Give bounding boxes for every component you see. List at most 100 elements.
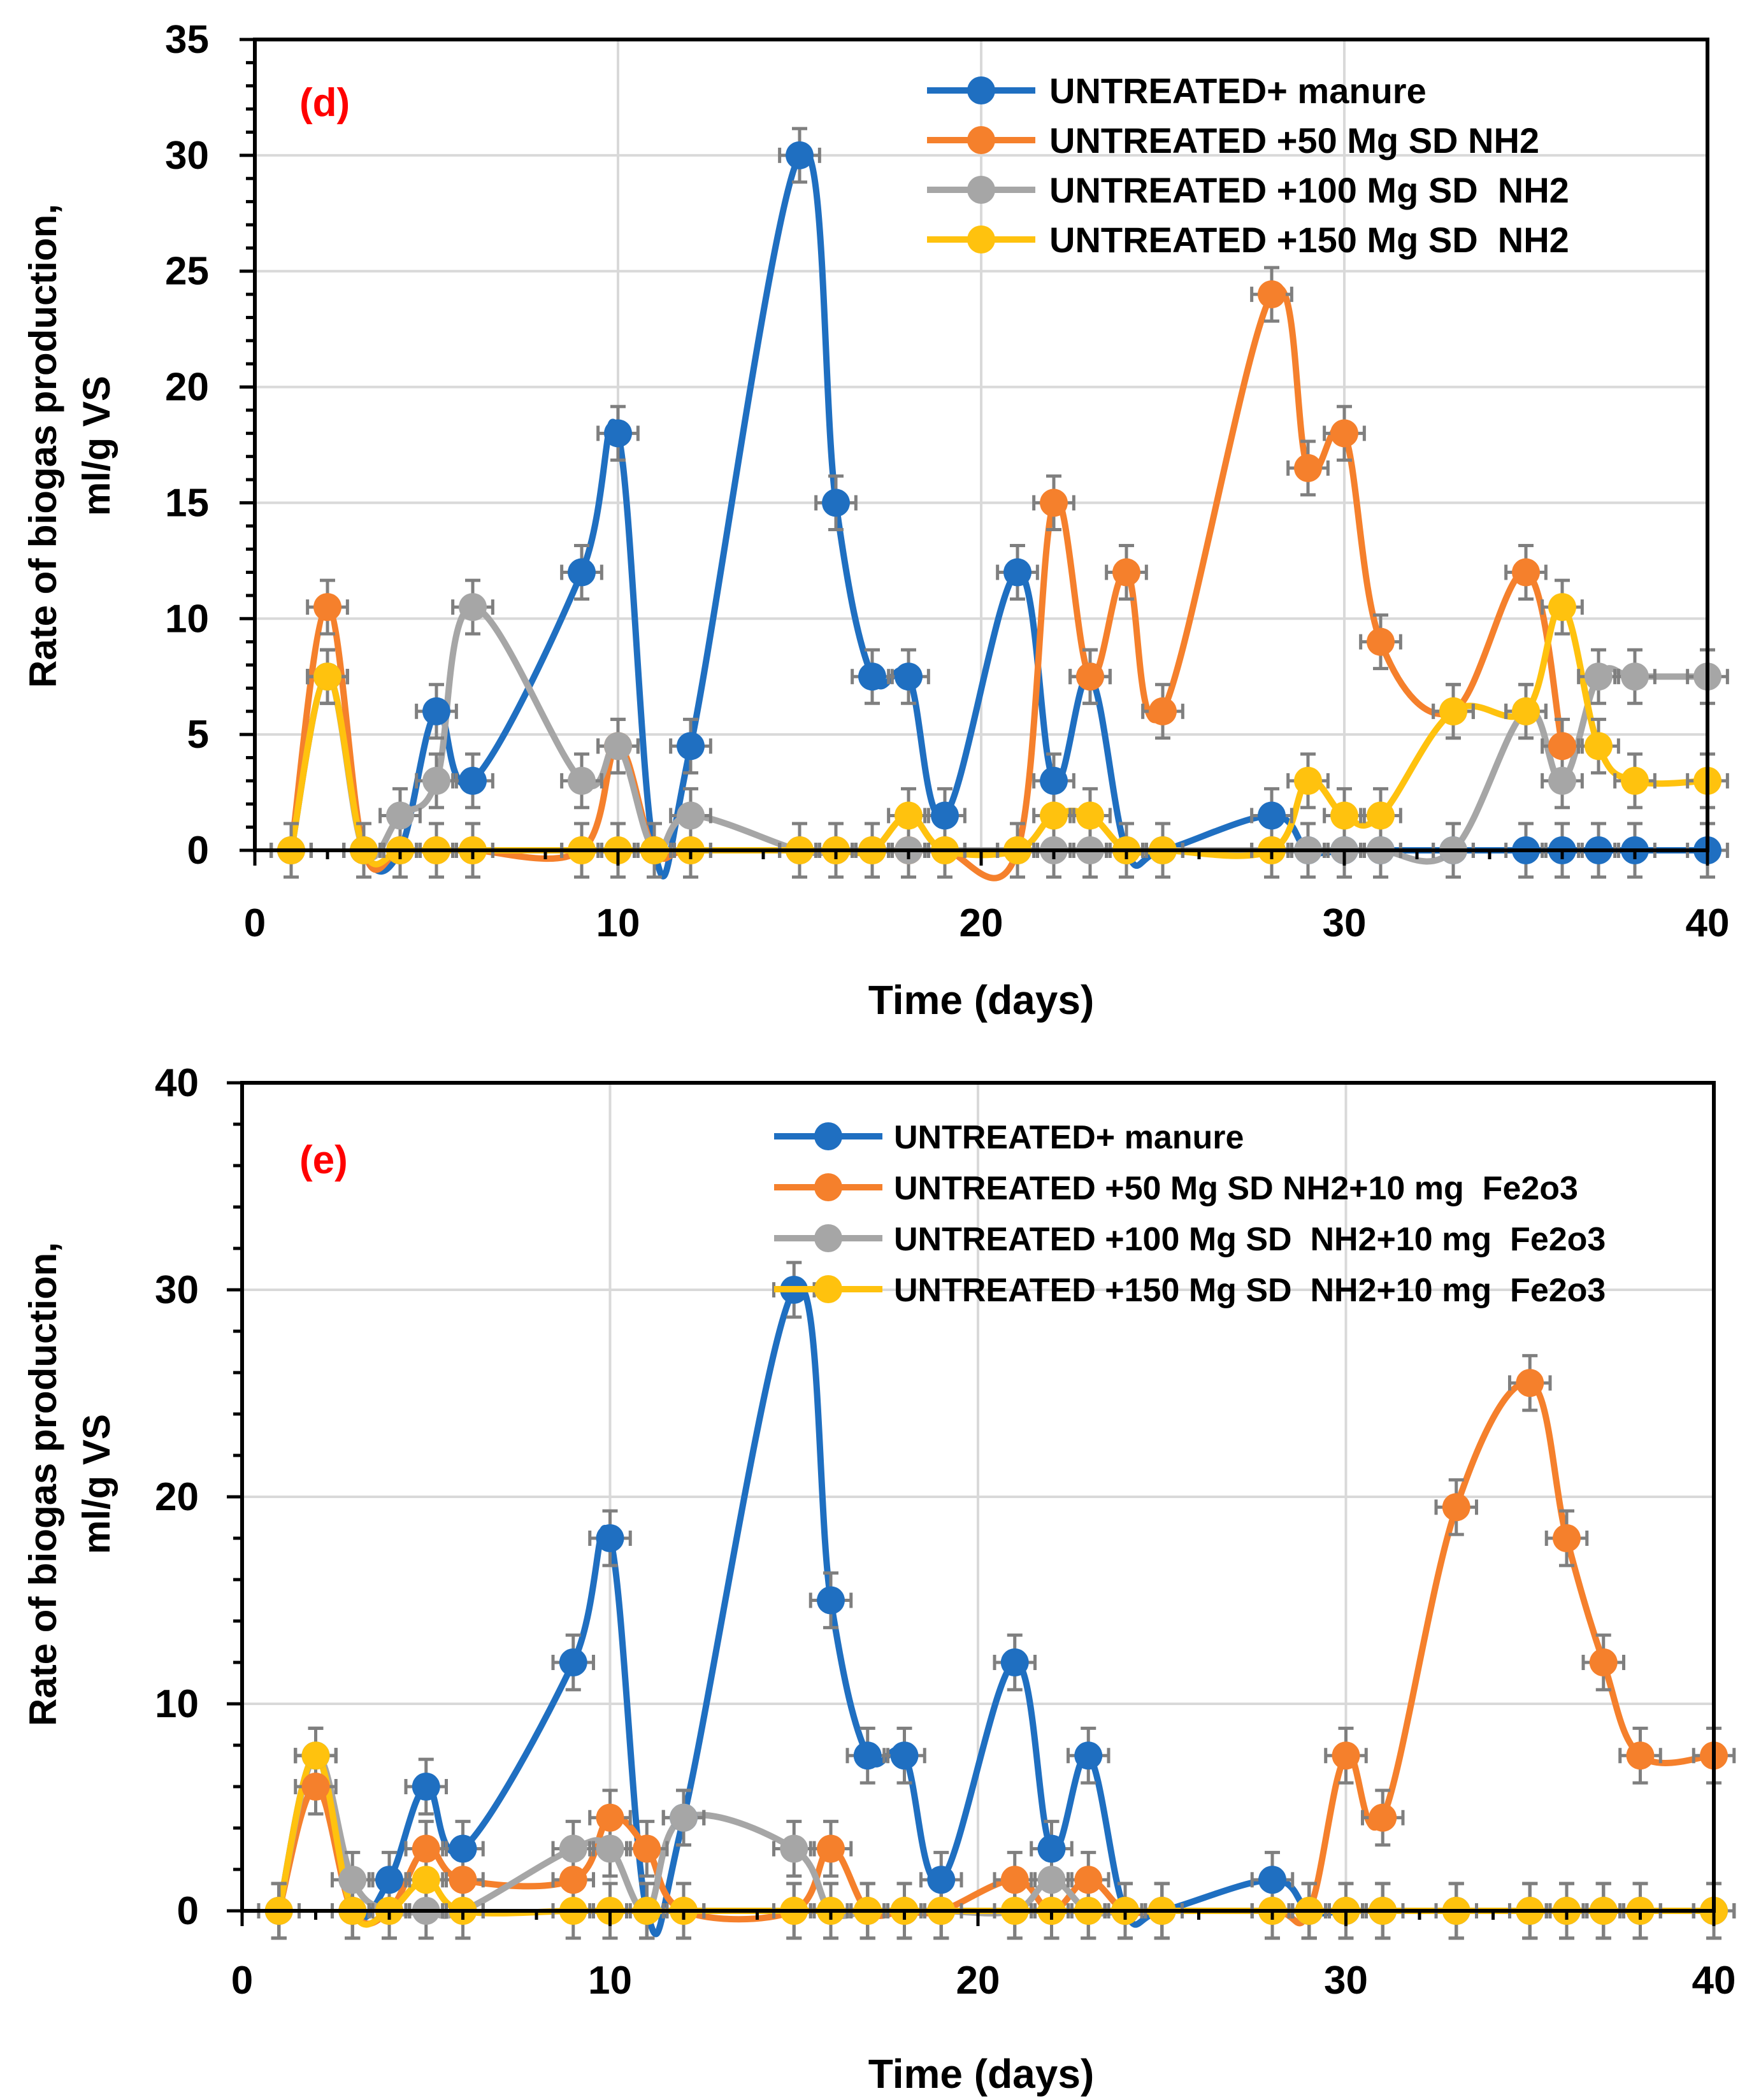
data-point-blue bbox=[1074, 1741, 1103, 1770]
data-point-gray bbox=[386, 801, 414, 830]
data-point-blue bbox=[1040, 766, 1068, 795]
legend-item: UNTREATED+ manure bbox=[774, 1119, 1244, 1156]
panel-d-tick-labels: 0 10 20 30 40 0 5 10 15 20 25 30 35 bbox=[165, 18, 1729, 945]
legend-label: UNTREATED+ manure bbox=[1049, 71, 1427, 111]
data-point-yellow bbox=[1367, 801, 1395, 830]
data-point-orange bbox=[1516, 1369, 1544, 1397]
y-tick-label: 10 bbox=[155, 1682, 199, 1726]
y-tick-label: 15 bbox=[165, 481, 209, 525]
legend-label: UNTREATED +100 Mg SD NH2 bbox=[1049, 170, 1569, 210]
y-tick-label: 10 bbox=[165, 597, 209, 641]
legend-label: UNTREATED +150 Mg SD NH2 bbox=[1049, 220, 1569, 260]
panel-e-y-axis-label-line1: Rate of biogas production, bbox=[22, 1242, 64, 1726]
y-tick-label: 25 bbox=[165, 250, 209, 294]
data-point-orange bbox=[1512, 558, 1540, 587]
data-point-orange bbox=[1040, 489, 1068, 517]
data-point-yellow bbox=[1040, 801, 1068, 830]
panel-e-x-axis-label: Time (days) bbox=[868, 2051, 1095, 2097]
data-point-gray bbox=[677, 801, 705, 830]
x-tick-label: 0 bbox=[244, 901, 266, 945]
data-point-blue bbox=[927, 1866, 956, 1894]
data-point-yellow bbox=[1585, 732, 1613, 761]
panel-d-x-axis-label: Time (days) bbox=[868, 977, 1095, 1023]
panel-d-y-axis-label-line1: Rate of biogas production, bbox=[22, 204, 64, 688]
x-tick-label: 10 bbox=[596, 901, 640, 945]
legend-item: UNTREATED +100 Mg SD NH2+10 mg Fe2o3 bbox=[774, 1221, 1606, 1258]
data-point-yellow bbox=[1076, 801, 1104, 830]
y-tick-label: 0 bbox=[177, 1889, 199, 1933]
data-point-gray bbox=[780, 1834, 809, 1863]
legend-label: UNTREATED +150 Mg SD NH2+10 mg Fe2o3 bbox=[894, 1272, 1606, 1309]
data-point-orange bbox=[817, 1834, 845, 1863]
legend-swatch-marker bbox=[814, 1173, 842, 1201]
panel-d-legend: UNTREATED+ manure UNTREATED +50 Mg SD NH… bbox=[927, 71, 1569, 260]
data-point-orange bbox=[1000, 1866, 1029, 1894]
legend-label: UNTREATED+ manure bbox=[894, 1119, 1244, 1156]
legend-item: UNTREATED +50 Mg SD NH2+10 mg Fe2o3 bbox=[774, 1170, 1578, 1207]
data-point-orange bbox=[1442, 1493, 1470, 1522]
legend-item: UNTREATED +100 Mg SD NH2 bbox=[927, 170, 1569, 210]
data-point-gray bbox=[338, 1866, 367, 1894]
data-point-blue bbox=[1000, 1648, 1029, 1676]
x-tick-label: 10 bbox=[588, 1959, 632, 2003]
data-point-orange bbox=[596, 1803, 624, 1832]
data-point-orange bbox=[1330, 419, 1358, 448]
legend-swatch-marker bbox=[967, 176, 995, 204]
data-point-orange bbox=[559, 1866, 587, 1894]
data-point-blue bbox=[817, 1586, 845, 1615]
x-tick-label: 40 bbox=[1692, 1959, 1736, 2003]
panel-e-label: (e) bbox=[299, 1138, 348, 1182]
data-point-gray bbox=[459, 593, 487, 622]
legend-item: UNTREATED+ manure bbox=[927, 71, 1427, 111]
data-point-orange bbox=[1258, 280, 1286, 309]
legend-label: UNTREATED +50 Mg SD NH2+10 mg Fe2o3 bbox=[894, 1170, 1578, 1207]
panel-e-tick-marks bbox=[227, 1081, 1716, 1926]
data-point-orange bbox=[633, 1834, 661, 1863]
y-tick-label: 35 bbox=[165, 18, 209, 62]
y-tick-label: 30 bbox=[165, 134, 209, 178]
legend-swatch-marker bbox=[967, 225, 995, 254]
data-point-blue bbox=[1003, 558, 1031, 587]
data-point-blue bbox=[596, 1524, 624, 1552]
panel-e-legend: UNTREATED+ manure UNTREATED +50 Mg SD NH… bbox=[774, 1119, 1606, 1309]
data-point-gray bbox=[604, 732, 632, 761]
legend-item: UNTREATED +150 Mg SD NH2 bbox=[927, 220, 1569, 260]
panel-d-gridlines bbox=[255, 39, 1707, 850]
data-point-gray bbox=[568, 766, 596, 795]
legend-swatch-marker bbox=[967, 126, 995, 154]
y-tick-label: 20 bbox=[155, 1475, 199, 1519]
x-tick-label: 20 bbox=[956, 1959, 1000, 2003]
data-point-yellow bbox=[301, 1741, 330, 1770]
data-point-blue bbox=[786, 141, 814, 169]
data-point-blue bbox=[375, 1866, 403, 1894]
data-point-orange bbox=[1367, 627, 1395, 656]
data-point-gray bbox=[596, 1834, 624, 1863]
y-tick-label: 40 bbox=[155, 1061, 199, 1105]
data-point-yellow bbox=[1621, 766, 1649, 795]
panel-d-data-points bbox=[277, 141, 1721, 864]
y-tick-label: 5 bbox=[187, 713, 209, 757]
data-point-blue bbox=[604, 419, 632, 448]
legend-label: UNTREATED +50 Mg SD NH2 bbox=[1049, 120, 1539, 161]
data-point-orange bbox=[1294, 454, 1322, 482]
data-point-blue bbox=[568, 558, 596, 587]
data-point-orange bbox=[1369, 1803, 1397, 1832]
panel-e-y-axis-label: Rate of biogas production, ml/g VS bbox=[22, 1242, 118, 1726]
data-point-gray bbox=[1548, 766, 1576, 795]
panel-e-y-axis-label-line2: ml/g VS bbox=[75, 1414, 118, 1554]
x-tick-label: 30 bbox=[1324, 1959, 1368, 2003]
data-point-blue bbox=[895, 662, 923, 691]
data-point-orange bbox=[412, 1834, 440, 1863]
data-point-blue bbox=[1258, 801, 1286, 830]
x-tick-label: 0 bbox=[231, 1959, 253, 2003]
data-point-blue bbox=[677, 732, 705, 761]
chart-panel-e: 0 10 20 30 40 0 10 20 30 40 (e) Time (days) Rate … bbox=[22, 1061, 1736, 2097]
data-point-yellow bbox=[895, 801, 923, 830]
y-tick-label: 30 bbox=[155, 1268, 199, 1312]
panel-d-label: (d) bbox=[299, 81, 350, 125]
data-point-orange bbox=[449, 1866, 477, 1894]
data-point-blue bbox=[1258, 1866, 1286, 1894]
